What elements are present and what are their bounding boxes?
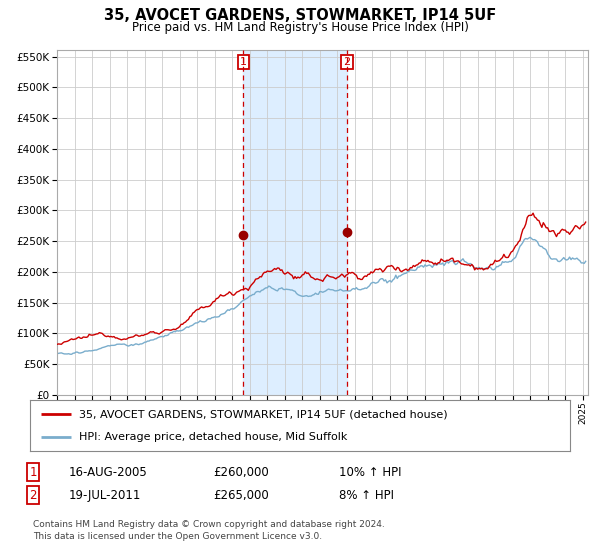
Text: HPI: Average price, detached house, Mid Suffolk: HPI: Average price, detached house, Mid … bbox=[79, 432, 347, 442]
Text: 19-JUL-2011: 19-JUL-2011 bbox=[69, 488, 142, 502]
Text: £260,000: £260,000 bbox=[213, 465, 269, 479]
Text: 35, AVOCET GARDENS, STOWMARKET, IP14 5UF (detached house): 35, AVOCET GARDENS, STOWMARKET, IP14 5UF… bbox=[79, 409, 447, 419]
Text: Contains HM Land Registry data © Crown copyright and database right 2024.: Contains HM Land Registry data © Crown c… bbox=[33, 520, 385, 529]
Text: 1: 1 bbox=[239, 57, 247, 67]
Text: 10% ↑ HPI: 10% ↑ HPI bbox=[339, 465, 401, 479]
Text: 35, AVOCET GARDENS, STOWMARKET, IP14 5UF: 35, AVOCET GARDENS, STOWMARKET, IP14 5UF bbox=[104, 8, 496, 24]
Text: 16-AUG-2005: 16-AUG-2005 bbox=[69, 465, 148, 479]
Text: 8% ↑ HPI: 8% ↑ HPI bbox=[339, 488, 394, 502]
Text: 1: 1 bbox=[29, 465, 37, 479]
Text: £265,000: £265,000 bbox=[213, 488, 269, 502]
Text: This data is licensed under the Open Government Licence v3.0.: This data is licensed under the Open Gov… bbox=[33, 532, 322, 541]
Text: 2: 2 bbox=[29, 488, 37, 502]
Bar bbox=[243, 50, 347, 395]
Text: 2: 2 bbox=[343, 57, 350, 67]
Text: Price paid vs. HM Land Registry's House Price Index (HPI): Price paid vs. HM Land Registry's House … bbox=[131, 21, 469, 34]
